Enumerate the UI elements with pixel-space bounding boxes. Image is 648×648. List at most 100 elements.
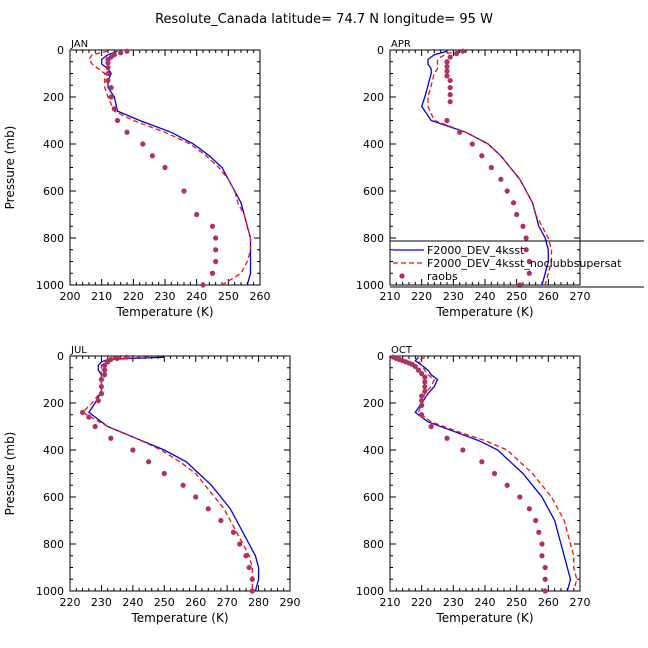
obs-point <box>526 258 532 265</box>
x-tick-label: 230 <box>155 290 176 303</box>
x-tick-label: 250 <box>506 290 527 303</box>
obs-point <box>504 188 510 194</box>
obs-point <box>422 379 428 385</box>
model-line <box>101 50 252 286</box>
obs-point <box>526 270 532 276</box>
y-tick-label: 0 <box>377 44 384 57</box>
x-tick-label: 290 <box>280 596 301 609</box>
x-tick-label: 210 <box>91 290 112 303</box>
obs-point <box>447 85 453 91</box>
obs-point <box>412 363 418 370</box>
obs-point <box>213 235 219 241</box>
obs-point <box>180 482 186 488</box>
y-axis-label: Pressure (mb) <box>3 432 17 516</box>
obs-point <box>105 359 111 365</box>
obs-point <box>101 367 108 373</box>
obs-point <box>124 48 130 54</box>
obs-point <box>491 470 498 477</box>
obs-point <box>523 235 529 241</box>
obs-point <box>460 48 466 54</box>
obs-point <box>447 92 453 98</box>
obs-point <box>542 588 548 594</box>
obs-point <box>444 117 450 124</box>
obs-point <box>444 73 450 79</box>
y-tick-label: 400 <box>43 138 64 151</box>
obs-point <box>108 435 114 441</box>
obs-point <box>213 247 219 253</box>
y-tick-label: 1000 <box>36 279 64 292</box>
obs-point <box>523 247 529 253</box>
obs-point <box>514 211 520 218</box>
figure-title: Resolute_Canada latitude= 74.7 N longitu… <box>155 12 493 27</box>
obs-point <box>504 482 510 488</box>
y-tick-label: 200 <box>43 397 64 410</box>
x-tick-label: 210 <box>380 290 401 303</box>
x-tick-label: 260 <box>250 290 271 303</box>
obs-point <box>249 588 255 594</box>
y-tick-label: 1000 <box>356 585 384 598</box>
obs-point <box>447 54 453 60</box>
model-line <box>88 356 260 592</box>
obs-point <box>213 258 219 265</box>
x-tick-label: 250 <box>154 596 175 609</box>
obs-point <box>114 355 120 361</box>
panels: 200 210 220 230 240 250 260 0 200 400 600 800 1000 JA… <box>3 39 644 625</box>
obs-point <box>145 459 152 465</box>
y-tick-label: 800 <box>363 232 384 245</box>
x-tick-label: 280 <box>248 596 269 609</box>
plot-frame <box>389 355 581 592</box>
panel-jan: 200 210 220 230 240 250 260 0 200 400 600 800 1000 JA… <box>3 39 271 319</box>
legend-entry-label: F2000_DEV_4ksst_noclubbsupersat <box>427 257 622 270</box>
obs-point <box>200 282 206 288</box>
y-tick-label: 200 <box>363 91 384 104</box>
y-tick-label: 1000 <box>356 279 384 292</box>
x-axis-label: Temperature (K) <box>435 305 533 319</box>
y-tick-label: 600 <box>363 491 384 504</box>
y-tick-label: 400 <box>363 444 384 457</box>
obs-point <box>209 223 216 229</box>
obs-point <box>539 541 545 547</box>
obs-point <box>419 402 425 408</box>
panel-label: OCT <box>391 345 413 356</box>
x-tick-label: 220 <box>60 596 81 609</box>
x-tick-label: 260 <box>538 596 559 609</box>
x-tick-label: 270 <box>217 596 238 609</box>
y-tick-label: 400 <box>43 444 64 457</box>
obs-point <box>114 117 121 124</box>
obs-point <box>419 371 425 377</box>
obs-point <box>542 564 548 571</box>
x-tick-label: 230 <box>443 596 464 609</box>
y-tick-label: 800 <box>43 538 64 551</box>
y-tick-label: 400 <box>363 138 384 151</box>
legend-entry-label: raobs <box>427 270 458 283</box>
obs-point <box>542 576 548 582</box>
obs-point <box>488 164 494 171</box>
obs-point <box>105 65 111 71</box>
obs-point <box>130 447 136 453</box>
obs-point <box>161 470 167 477</box>
obs-point <box>101 372 108 378</box>
obs-point <box>419 398 425 404</box>
x-tick-label: 240 <box>122 596 143 609</box>
obs-point <box>209 270 216 276</box>
obs-point <box>98 391 105 397</box>
x-axis-label: Temperature (K) <box>435 611 533 625</box>
x-tick-label: 230 <box>91 596 112 609</box>
obs-point <box>162 164 168 171</box>
x-tick-label: 240 <box>475 596 496 609</box>
obs-point <box>246 564 252 571</box>
obs-point <box>457 129 463 135</box>
y-tick-label: 600 <box>43 185 64 198</box>
panel-label: JUL <box>70 345 87 356</box>
obs-point <box>526 506 532 512</box>
x-tick-label: 230 <box>443 290 464 303</box>
panel-oct: 210 220 230 240 250 260 270 0 200 400 600 800 1000 OC… <box>356 345 591 625</box>
panel-jul: 220 230 240 250 260 270 280 290 0 200 400 600 800 100… <box>3 345 301 625</box>
y-tick-label: 600 <box>43 491 64 504</box>
x-tick-label: 270 <box>570 596 591 609</box>
panel-label: APR <box>391 39 411 50</box>
obs-point <box>249 576 255 582</box>
obs-point <box>453 50 460 57</box>
panel-label: JAN <box>70 39 88 50</box>
obs-point <box>86 414 92 420</box>
